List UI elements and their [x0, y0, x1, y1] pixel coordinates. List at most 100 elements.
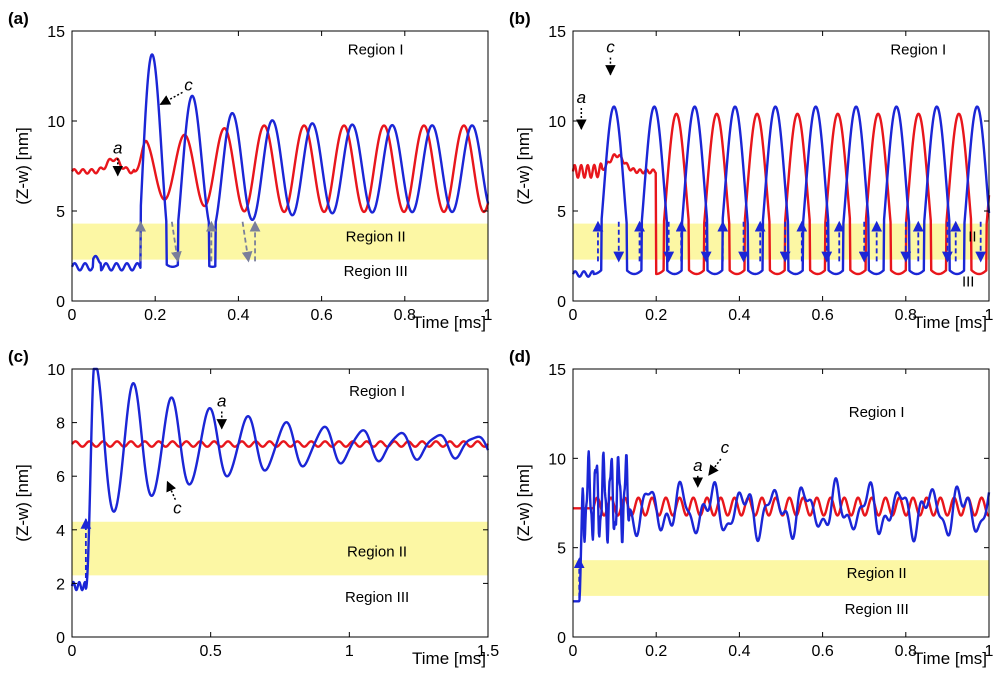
panel-a-xtick-label: 0.6	[310, 307, 332, 324]
panel-c-region-3: Region III	[345, 589, 409, 606]
panel-d-region-3: Region III	[845, 601, 909, 618]
panel-c-annot-arrow	[166, 480, 177, 501]
panel-d-band	[573, 560, 989, 596]
panel-d-label: (d)	[509, 347, 531, 366]
panel-b-xtick-label: 0.4	[728, 307, 750, 324]
panel-d-ylabel: (Z-w) [nm]	[514, 464, 533, 541]
panel-d-ytick-label: 15	[548, 362, 566, 379]
panel-a-xtick-label: 0.4	[227, 307, 249, 324]
panel-d-ytick-label: 0	[557, 630, 566, 647]
panel-b-xtick-label: 1	[985, 307, 994, 324]
panel-c-region-2: Region II	[347, 544, 407, 561]
panel-d-xtick-label: 0	[569, 643, 578, 660]
panel-a-transition-arrow	[170, 221, 182, 263]
panel-a-ylabel: (Z-w) [nm]	[13, 127, 32, 204]
panel-a-series	[70, 53, 490, 272]
panel-a-region-2: Region II	[346, 229, 406, 246]
panel-c-xtick-label: 1.5	[477, 643, 499, 660]
panel-b-annot-a: a	[577, 88, 586, 107]
panel-b-xtick-label: 0.6	[811, 307, 833, 324]
panel-b-region-2: II	[968, 229, 976, 246]
panel-a-axes-box	[71, 30, 489, 302]
panel-c-ytick-label: 0	[56, 630, 65, 647]
panel-c-xlabel: Time [ms]	[412, 649, 486, 668]
panel-a-ytick-label: 5	[56, 204, 65, 221]
panel-a-transition-arrow	[241, 221, 253, 263]
panel-d-xtick-label: 0.8	[895, 643, 917, 660]
panel-a-series-red	[70, 124, 490, 214]
panel-a-ytick-label: 10	[47, 114, 65, 131]
panel-a-xlabel: Time [ms]	[412, 313, 486, 332]
panel-a-transitions	[135, 220, 261, 263]
panel-c-annot-c: c	[173, 499, 182, 518]
panel-a-region-3: Region III	[344, 263, 408, 280]
panel-b-region-3: III	[962, 274, 975, 291]
panel-c-ytick-label: 8	[56, 416, 65, 433]
panel-b-ytick-label: 10	[548, 114, 566, 131]
panel-b-band	[573, 223, 989, 260]
panel-c-ytick-label: 2	[56, 576, 65, 593]
panel-c-axes-box	[71, 368, 489, 638]
panel-d-annot-arrow	[708, 458, 722, 476]
panel-b-series	[571, 105, 991, 278]
panel-c-ytick-label: 10	[47, 362, 65, 379]
panel-a-xtick-label: 0.8	[394, 307, 416, 324]
panel-c-ytick-label: 6	[56, 469, 65, 486]
panel-b-xtick-label: 0	[569, 307, 578, 324]
panel-c-series-blue	[70, 367, 490, 592]
panel-a-annot-arrow	[159, 91, 183, 106]
panel-c-region-1: Region I	[349, 383, 405, 400]
panel-b-series-red	[571, 112, 991, 276]
panel-a-annot-c: c	[184, 75, 193, 94]
panel-d-region-2: Region II	[847, 565, 907, 582]
panel-a-xtick-label: 0	[68, 307, 77, 324]
panel-b-transitions	[592, 220, 987, 263]
panel-d-xtick-label: 0.2	[645, 643, 667, 660]
panel-d-xlabel: Time [ms]	[913, 649, 987, 668]
panel-b-xtick-label: 0.8	[895, 307, 917, 324]
panel-c-ticks: 0 0.5 1 1.5 0 2 4 6 8 10	[47, 362, 499, 660]
panel-a-annot-a: a	[113, 138, 122, 157]
panel-c-ylabel: (Z-w) [nm]	[13, 464, 32, 541]
panel-a-xtick-label: 0.2	[144, 307, 166, 324]
panel-b-ytick-label: 5	[557, 204, 566, 221]
panel-c-label: (c)	[8, 347, 29, 366]
panel-c-xtick-label: 1	[345, 643, 354, 660]
panel-d-series	[572, 450, 991, 603]
panel-a-ytick-label: 0	[56, 294, 65, 311]
panel-a-region-1: Region I	[348, 41, 404, 58]
panel-b-xlabel: Time [ms]	[913, 313, 987, 332]
panel-b-xtick-label: 0.2	[645, 307, 667, 324]
panel-a-band	[72, 223, 488, 260]
panel-c-band	[72, 521, 488, 576]
panel-d-ytick-label: 5	[557, 541, 566, 558]
panel-d-annot-a: a	[693, 456, 702, 475]
panel-d-xtick-label: 0.4	[728, 643, 750, 660]
panel-b-series-blue	[571, 105, 991, 278]
panel-d-ytick-label: 10	[548, 451, 566, 468]
panel-c-xtick-label: 0.5	[200, 643, 222, 660]
panel-d-axes-box	[572, 368, 990, 638]
panel-b-label: (b)	[509, 9, 531, 28]
panel-d-series-blue	[572, 450, 991, 603]
panel-c-ytick-label: 4	[56, 523, 65, 540]
panel-a-xtick-label: 1	[484, 307, 493, 324]
panel-b-ylabel: (Z-w) [nm]	[514, 127, 533, 204]
panel-a-label: (a)	[8, 9, 29, 28]
panel-d-annot-c: c	[721, 438, 730, 457]
panel-b-annot-c: c	[606, 38, 615, 57]
panel-b-ytick-label: 15	[548, 24, 566, 41]
panel-c-annot-a: a	[217, 392, 226, 411]
panel-b-region-1: Region I	[890, 41, 946, 58]
panel-d-xtick-label: 0.6	[811, 643, 833, 660]
panel-b-ytick-label: 0	[557, 294, 566, 311]
panel-b-axes-box	[572, 30, 990, 302]
panel-c-xtick-label: 0	[68, 643, 77, 660]
